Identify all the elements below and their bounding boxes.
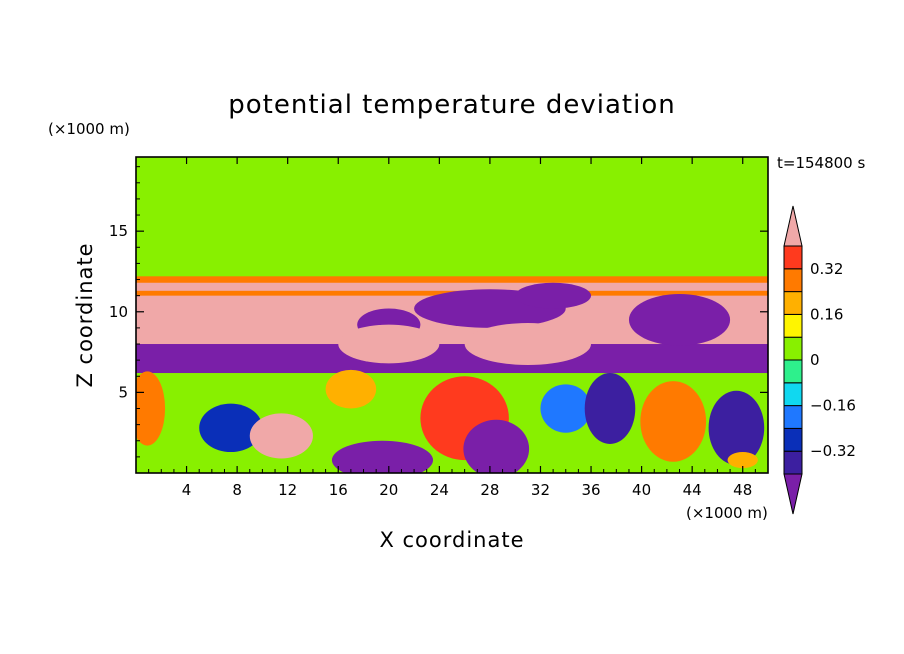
x-tick-label: 20	[379, 481, 398, 499]
contour-cell	[463, 419, 530, 473]
contour-cell	[199, 403, 263, 453]
time-label: t=154800 s	[777, 154, 865, 172]
contour-cell	[584, 373, 636, 444]
x-tick-label: 48	[733, 481, 752, 499]
y-unit-label: (×1000 m)	[48, 120, 130, 138]
x-tick-label: 44	[683, 481, 702, 499]
colorbar-box	[783, 405, 803, 429]
x-axis-label: X coordinate	[379, 528, 524, 552]
contour-cell	[640, 381, 707, 462]
contour-field	[136, 157, 768, 473]
x-tick-label: 4	[182, 481, 192, 499]
y-axis-label: Z coordinate	[73, 242, 97, 387]
x-tick-label: 8	[232, 481, 242, 499]
contour-cell	[628, 294, 731, 346]
colorbar-tick-label: 0.32	[810, 260, 843, 278]
colorbar-tick-label: 0	[810, 351, 820, 369]
contour-cell	[464, 323, 592, 365]
contour-cell	[540, 384, 592, 433]
colorbar-box	[783, 245, 803, 270]
colorbar: −0.32 −0.16 0 0.16 0.32	[783, 205, 856, 515]
colorbar-tick-label: −0.16	[810, 397, 856, 415]
colorbar-box	[783, 427, 803, 452]
colorbar-tick-label: 0.16	[810, 305, 843, 323]
colorbar-box	[783, 359, 803, 384]
x-axis: 4 8 12 16 20 24 28 32 36 40 44 48	[148, 157, 756, 499]
contour-cell	[727, 452, 758, 469]
x-tick-label: 40	[632, 481, 651, 499]
contour-band	[136, 282, 768, 291]
colorbar-box	[783, 268, 803, 293]
colorbar-box	[783, 336, 803, 361]
colorbar-tick-label: −0.32	[810, 442, 856, 460]
y-axis: 5 10 15	[109, 166, 768, 458]
contour-cell	[515, 282, 592, 309]
x-tick-label: 24	[430, 481, 449, 499]
contour-cell	[136, 371, 166, 446]
contour-cell	[338, 324, 440, 364]
x-tick-label: 28	[480, 481, 499, 499]
colorbar-box	[783, 450, 803, 475]
x-tick-label: 32	[531, 481, 550, 499]
colorbar-extend-min	[783, 473, 803, 515]
x-unit-label: (×1000 m)	[686, 504, 768, 522]
x-tick-label: 36	[581, 481, 600, 499]
contour-cell	[325, 369, 377, 409]
y-tick-label: 10	[109, 303, 128, 321]
x-tick-label: 12	[278, 481, 297, 499]
contour-cell	[708, 390, 765, 465]
chart-title: potential temperature deviation	[228, 90, 675, 120]
colorbar-extend-max	[783, 205, 803, 247]
contour-cell	[331, 440, 434, 473]
y-tick-label: 15	[109, 222, 128, 240]
contour-band	[136, 157, 768, 216]
contour-cell	[249, 413, 313, 459]
x-tick-label: 16	[329, 481, 348, 499]
colorbar-box	[783, 291, 803, 315]
colorbar-box	[783, 313, 803, 338]
colorbar-box	[783, 382, 803, 407]
y-tick-label: 5	[118, 383, 128, 401]
